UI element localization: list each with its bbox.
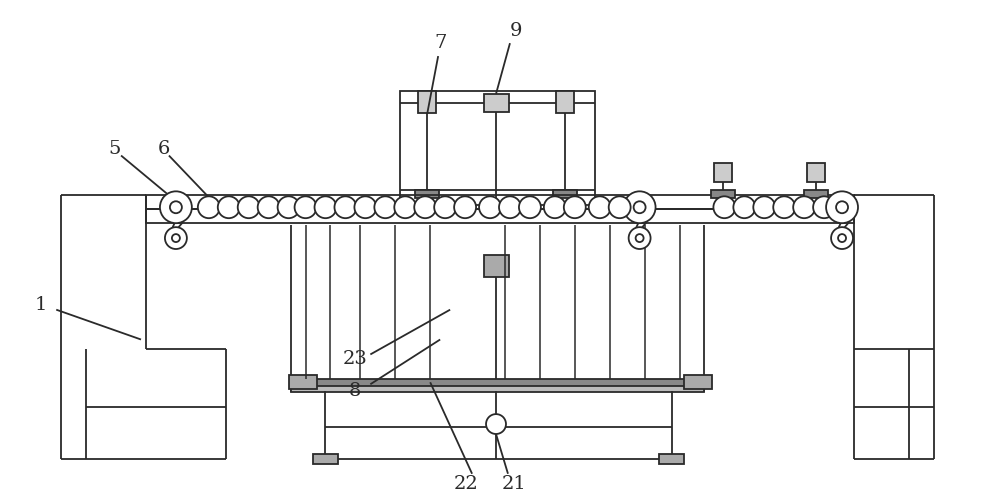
Circle shape bbox=[218, 196, 240, 218]
Bar bbox=[400, 91, 595, 205]
Circle shape bbox=[733, 196, 755, 218]
Text: 22: 22 bbox=[454, 475, 478, 493]
Circle shape bbox=[793, 196, 815, 218]
Circle shape bbox=[334, 196, 356, 218]
Circle shape bbox=[374, 196, 396, 218]
Bar bbox=[711, 190, 735, 198]
Bar bbox=[313, 454, 338, 464]
Circle shape bbox=[165, 227, 187, 249]
Bar bbox=[291, 379, 704, 391]
Bar bbox=[556, 91, 574, 113]
Bar bbox=[418, 91, 436, 113]
Circle shape bbox=[838, 234, 846, 242]
Bar bbox=[659, 454, 684, 464]
Circle shape bbox=[434, 196, 456, 218]
Bar bbox=[714, 163, 732, 183]
Text: 7: 7 bbox=[434, 34, 446, 52]
Circle shape bbox=[160, 191, 192, 223]
Bar bbox=[684, 375, 712, 389]
Bar bbox=[146, 195, 854, 209]
Circle shape bbox=[713, 196, 735, 218]
Circle shape bbox=[258, 196, 280, 218]
Bar bbox=[804, 190, 828, 198]
Circle shape bbox=[454, 196, 476, 218]
Bar bbox=[289, 375, 317, 389]
Circle shape bbox=[479, 196, 501, 218]
Bar bbox=[807, 163, 825, 183]
Text: 1: 1 bbox=[35, 296, 47, 314]
Circle shape bbox=[773, 196, 795, 218]
Text: 23: 23 bbox=[343, 351, 368, 368]
Text: 21: 21 bbox=[502, 475, 526, 493]
Text: 6: 6 bbox=[158, 139, 170, 157]
Circle shape bbox=[836, 201, 848, 213]
Circle shape bbox=[172, 234, 180, 242]
Circle shape bbox=[634, 201, 646, 213]
Bar bbox=[484, 255, 509, 277]
Circle shape bbox=[753, 196, 775, 218]
Circle shape bbox=[589, 196, 611, 218]
Circle shape bbox=[624, 191, 656, 223]
Circle shape bbox=[826, 191, 858, 223]
Text: 5: 5 bbox=[108, 139, 120, 157]
Circle shape bbox=[499, 196, 521, 218]
Bar bbox=[553, 190, 577, 198]
Bar bbox=[415, 190, 439, 198]
Circle shape bbox=[813, 196, 835, 218]
Circle shape bbox=[831, 227, 853, 249]
Circle shape bbox=[609, 196, 631, 218]
Circle shape bbox=[354, 196, 376, 218]
Text: 9: 9 bbox=[510, 22, 522, 40]
Circle shape bbox=[636, 234, 644, 242]
Circle shape bbox=[414, 196, 436, 218]
Circle shape bbox=[519, 196, 541, 218]
Circle shape bbox=[238, 196, 260, 218]
Circle shape bbox=[295, 196, 317, 218]
Circle shape bbox=[629, 227, 651, 249]
Circle shape bbox=[564, 196, 586, 218]
Circle shape bbox=[278, 196, 300, 218]
Circle shape bbox=[170, 201, 182, 213]
Circle shape bbox=[198, 196, 220, 218]
Circle shape bbox=[394, 196, 416, 218]
Bar bbox=[146, 209, 854, 223]
Bar bbox=[291, 386, 704, 392]
Text: 8: 8 bbox=[349, 382, 362, 400]
Circle shape bbox=[486, 414, 506, 434]
Bar bbox=[484, 94, 509, 112]
Circle shape bbox=[315, 196, 336, 218]
Circle shape bbox=[544, 196, 566, 218]
